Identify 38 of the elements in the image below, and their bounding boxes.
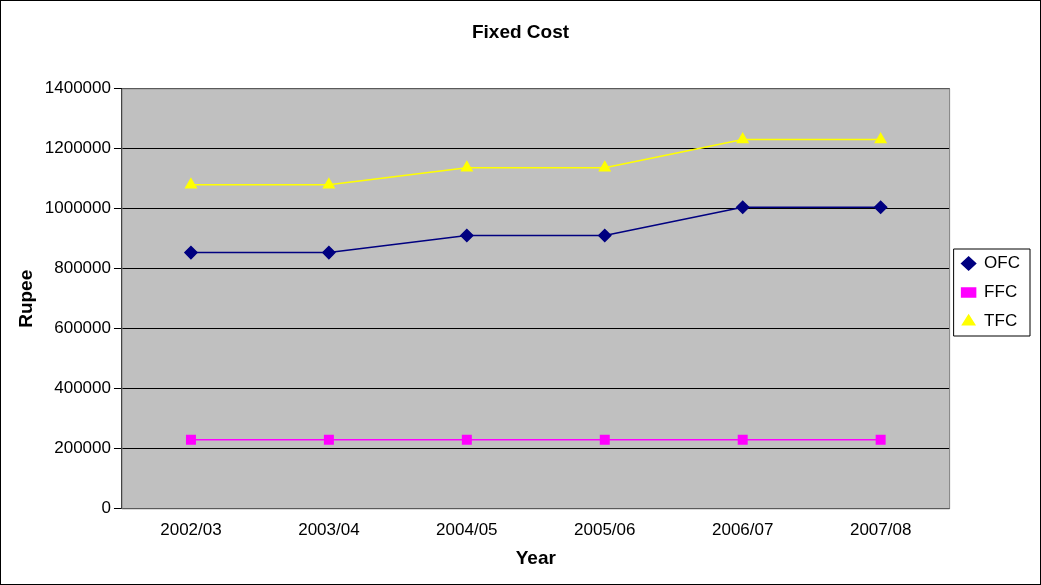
legend-label: TFC <box>984 311 1018 331</box>
legend-label: OFC <box>984 253 1021 273</box>
point <box>873 200 888 215</box>
point <box>737 434 748 445</box>
point <box>322 178 335 189</box>
point <box>322 245 336 260</box>
y-tick-label: 0 <box>101 498 111 518</box>
y-tick-label: 400000 <box>54 378 111 398</box>
x-tick-label: 2005/06 <box>574 519 636 539</box>
point <box>598 160 611 172</box>
x-tick-label: 2006/07 <box>711 519 774 539</box>
y-tick-label: 1400000 <box>44 78 111 98</box>
point <box>185 434 196 445</box>
y-tick-label: 800000 <box>54 258 111 278</box>
point <box>323 434 334 445</box>
x-tick-label: 2007/08 <box>849 519 912 539</box>
y-tick-label: 1200000 <box>44 138 111 158</box>
legend-label: FFC <box>984 282 1018 302</box>
y-tick-label: 600000 <box>54 318 111 338</box>
point <box>875 434 886 445</box>
point <box>185 178 197 189</box>
y-tick-label: 1000000 <box>44 198 111 218</box>
x-axis-title: Year <box>515 546 557 568</box>
point <box>874 132 887 144</box>
point <box>460 160 473 172</box>
point <box>599 434 610 445</box>
x-tick-label: 2004/05 <box>436 519 498 539</box>
x-tick-label: 2002/03 <box>160 519 222 539</box>
point <box>736 132 749 144</box>
point <box>461 434 472 445</box>
y-axis-title: Rupee <box>14 269 36 328</box>
x-tick-label: 2003/04 <box>298 519 360 539</box>
point <box>735 200 750 215</box>
y-tick-label: 200000 <box>54 438 111 458</box>
chart-title: Fixed Cost <box>471 20 570 42</box>
point <box>184 245 198 260</box>
point <box>598 228 612 243</box>
point <box>460 228 474 243</box>
